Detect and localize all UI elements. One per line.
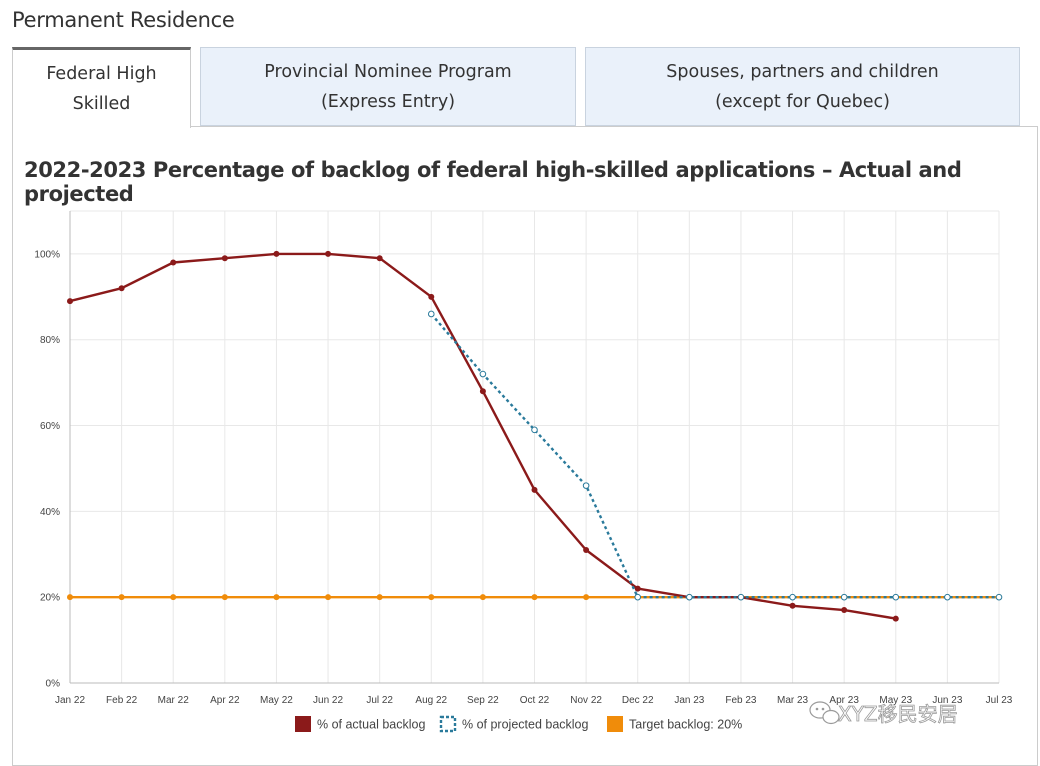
x-tick-label: May 23 xyxy=(879,695,912,706)
legend-item-target-backlog: Target backlog: 20% xyxy=(607,716,742,732)
x-tick-label: Jul 23 xyxy=(986,695,1013,706)
data-point-actual-backlog xyxy=(170,259,177,266)
legend-item-actual-backlog: % of actual backlog xyxy=(295,716,425,732)
legend-item-projected-backlog: % of projected backlog xyxy=(439,715,589,733)
tab-label-line2: (Express Entry) xyxy=(320,91,456,112)
data-point-projected-backlog xyxy=(427,310,435,318)
data-point-projected-backlog xyxy=(892,593,900,601)
data-point-actual-backlog xyxy=(428,293,435,300)
y-tick-label: 100% xyxy=(34,249,60,260)
data-point-target-backlog xyxy=(118,594,125,601)
data-point-projected-backlog xyxy=(944,593,951,601)
x-tick-label: Sep 22 xyxy=(467,695,499,706)
x-tick-label: Jan 23 xyxy=(674,695,704,706)
data-point-target-backlog xyxy=(428,594,435,601)
data-point-actual-backlog xyxy=(531,486,538,493)
x-tick-label: Jun 22 xyxy=(313,695,343,706)
chart-axes: 0% 20% 40% 60% 80% 100% Jan 22 Feb 22 Mar 22 Apr … xyxy=(34,211,1013,706)
data-point-target-backlog xyxy=(325,594,332,601)
x-tick-label: Jul 22 xyxy=(366,695,393,706)
data-point-actual-backlog xyxy=(479,388,486,395)
x-tick-label: Mar 22 xyxy=(158,695,190,706)
x-tick-label: Oct 22 xyxy=(520,695,550,706)
data-point-projected-backlog xyxy=(789,593,796,601)
y-tick-label: 40% xyxy=(40,507,60,518)
x-tick-label: Dec 22 xyxy=(622,695,654,706)
data-point-projected-backlog xyxy=(531,426,538,434)
data-point-target-backlog xyxy=(273,594,280,601)
data-point-projected-backlog xyxy=(737,593,745,601)
data-point-projected-backlog xyxy=(634,593,642,601)
tab-label-line1: Federal High xyxy=(46,64,157,84)
legend-label: Target backlog: 20% xyxy=(629,718,742,732)
legend-label: % of actual backlog xyxy=(317,718,425,732)
chart-title: 2022-2023 Percentage of backlog of feder… xyxy=(24,158,962,206)
watermark: XYZ移民安居 xyxy=(809,701,958,726)
data-point-actual-backlog xyxy=(583,546,590,553)
data-point-actual-backlog xyxy=(325,250,332,257)
y-tick-label: 80% xyxy=(40,335,60,346)
data-point-actual-backlog xyxy=(67,298,73,305)
x-tick-label: Apr 22 xyxy=(210,695,240,706)
data-point-target-backlog xyxy=(221,594,228,601)
legend-swatch xyxy=(607,716,623,732)
data-point-actual-backlog xyxy=(376,255,383,262)
tab-label-line1: Spouses, partners and children xyxy=(666,61,939,82)
data-point-target-backlog xyxy=(583,594,590,601)
watermark-text: XYZ移民安居 xyxy=(838,702,958,726)
x-tick-label: Aug 22 xyxy=(415,695,447,706)
tab-spouses-partners-children[interactable]: Spouses, partners and children (except fo… xyxy=(585,47,1020,126)
chart-legend: % of actual backlog % of projected backlo… xyxy=(295,715,742,733)
tab-panel xyxy=(12,126,1038,766)
series-line-projected-backlog xyxy=(430,313,999,599)
x-tick-label: May 22 xyxy=(260,695,293,706)
data-point-actual-backlog xyxy=(841,607,848,614)
x-tick-label: Feb 22 xyxy=(106,695,138,706)
tab-label-line2: (except for Quebec) xyxy=(715,91,890,112)
data-point-actual-backlog xyxy=(789,602,796,609)
y-tick-label: 20% xyxy=(40,593,60,604)
data-point-actual-backlog xyxy=(118,285,125,292)
data-point-projected-backlog xyxy=(840,593,848,601)
legend-swatch xyxy=(295,716,311,732)
data-point-target-backlog xyxy=(67,594,73,601)
x-tick-label: Jan 22 xyxy=(55,695,85,706)
data-point-target-backlog xyxy=(479,594,486,601)
x-tick-label: Mar 23 xyxy=(777,695,809,706)
tab-provincial-nominee-program[interactable]: Provincial Nominee Program (Express Entry… xyxy=(200,47,576,126)
tab-label-line1: Provincial Nominee Program xyxy=(264,61,512,82)
y-tick-label: 0% xyxy=(46,679,61,690)
data-point-actual-backlog xyxy=(892,615,899,622)
x-tick-label: Apr 23 xyxy=(829,695,859,706)
data-point-projected-backlog xyxy=(479,370,487,378)
data-point-actual-backlog xyxy=(221,255,228,262)
tab-federal-high-skilled[interactable]: Federal High Skilled xyxy=(12,47,191,128)
chart-series xyxy=(67,250,1003,622)
series-actual-backlog xyxy=(67,250,899,622)
x-tick-label: Nov 22 xyxy=(570,695,602,706)
data-point-actual-backlog xyxy=(634,585,641,592)
tab-label-line2: Skilled xyxy=(72,94,131,114)
x-tick-label: Jun 23 xyxy=(932,695,962,706)
data-point-actual-backlog xyxy=(273,250,280,257)
y-tick-label: 60% xyxy=(40,421,60,432)
legend-label: % of projected backlog xyxy=(462,718,589,732)
x-tick-label: Feb 23 xyxy=(725,695,757,706)
data-point-projected-backlog xyxy=(995,593,1003,601)
data-point-target-backlog xyxy=(531,594,538,601)
wechat-icon xyxy=(809,701,840,725)
data-point-projected-backlog xyxy=(582,482,590,489)
data-point-target-backlog xyxy=(170,594,177,601)
data-point-projected-backlog xyxy=(686,593,693,601)
legend-swatch xyxy=(439,715,457,733)
series-projected-backlog xyxy=(427,310,1003,601)
data-point-target-backlog xyxy=(376,594,383,601)
page-title: Permanent Residence xyxy=(12,8,235,32)
